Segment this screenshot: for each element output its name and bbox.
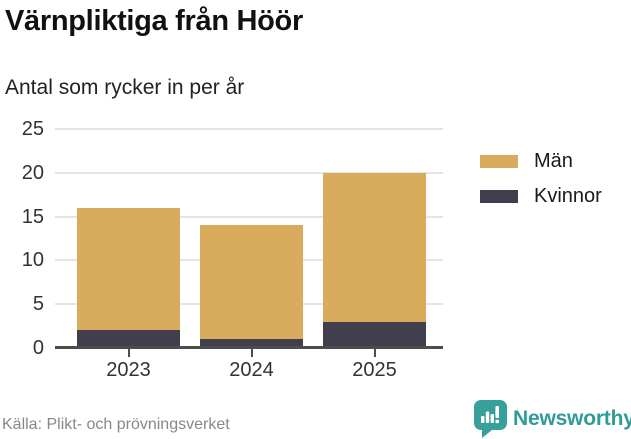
bar-segment-kvinnor — [77, 330, 180, 348]
y-axis-label: 25 — [21, 118, 44, 140]
gridline — [55, 171, 443, 174]
legend-label: Män — [534, 150, 573, 172]
legend-item-kvinnor: Kvinnor — [480, 185, 602, 208]
x-axis-label: 2025 — [352, 359, 397, 381]
newsworthy-logo: Newsworthy — [472, 399, 631, 438]
newsworthy-wordmark: Newsworthy — [513, 406, 631, 430]
legend: Män Kvinnor — [480, 150, 602, 208]
x-tick — [373, 349, 376, 357]
bar-segment-män — [77, 207, 180, 331]
legend-swatch — [480, 155, 518, 168]
y-axis-label: 15 — [21, 205, 44, 228]
legend-item-män: Män — [480, 150, 602, 173]
bar-segment-kvinnor — [200, 339, 303, 348]
y-axis-label: 5 — [32, 293, 44, 316]
y-axis-label: 0 — [32, 337, 44, 359]
legend-label: Kvinnor — [534, 185, 602, 207]
bar-segment-män — [323, 172, 426, 322]
gridline — [55, 128, 443, 130]
y-axis-label: 20 — [21, 161, 44, 184]
newsworthy-icon — [474, 400, 507, 438]
source-note: Källa: Plikt- och prövningsverket — [2, 416, 230, 433]
x-tick — [250, 349, 253, 357]
x-axis-label: 2023 — [106, 359, 151, 381]
x-axis-label: 2024 — [229, 359, 274, 381]
chart-title: Värnpliktiga från Höör — [5, 5, 303, 37]
y-axis-label: 10 — [21, 249, 44, 272]
bar-segment-män — [200, 225, 303, 340]
x-tick — [127, 349, 130, 357]
bar-segment-kvinnor — [323, 321, 426, 348]
gridline — [55, 215, 443, 218]
x-axis-line — [55, 346, 443, 349]
legend-swatch — [480, 190, 518, 203]
chart-subtitle: Antal som rycker in per år — [5, 76, 245, 99]
